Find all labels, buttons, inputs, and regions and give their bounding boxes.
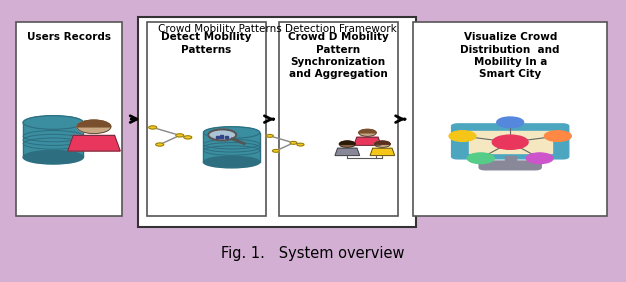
Wedge shape (339, 141, 355, 144)
FancyBboxPatch shape (451, 124, 569, 159)
Circle shape (272, 149, 279, 152)
Ellipse shape (203, 127, 260, 138)
Circle shape (156, 143, 164, 146)
Circle shape (297, 143, 304, 146)
Circle shape (492, 135, 528, 149)
Circle shape (359, 129, 376, 136)
Bar (225, 136, 228, 138)
Text: Visualize Crowd
Distribution  and
Mobility In a
Smart City: Visualize Crowd Distribution and Mobilit… (461, 32, 560, 80)
Bar (203, 133, 260, 162)
Circle shape (176, 134, 184, 137)
Wedge shape (374, 141, 390, 144)
Circle shape (339, 141, 355, 147)
FancyBboxPatch shape (16, 22, 122, 216)
Circle shape (208, 129, 236, 140)
Bar (23, 122, 83, 157)
Circle shape (290, 142, 297, 144)
Circle shape (266, 135, 274, 137)
Circle shape (526, 153, 553, 164)
Bar (216, 136, 218, 138)
Ellipse shape (23, 116, 83, 129)
Circle shape (545, 131, 572, 141)
FancyBboxPatch shape (279, 22, 398, 216)
Text: Crowd Mobility Patterns Detection Framework: Crowd Mobility Patterns Detection Framew… (158, 24, 396, 34)
FancyBboxPatch shape (413, 22, 607, 216)
Polygon shape (354, 137, 381, 145)
Text: Fig. 1.   System overview: Fig. 1. System overview (221, 246, 405, 261)
FancyBboxPatch shape (138, 17, 416, 227)
Ellipse shape (23, 150, 83, 164)
Wedge shape (77, 120, 111, 127)
Text: Crowd D Mobility
Pattern
Synchronization
and Aggregation: Crowd D Mobility Pattern Synchronization… (288, 32, 388, 80)
Circle shape (77, 120, 111, 134)
FancyBboxPatch shape (479, 161, 541, 170)
Polygon shape (335, 148, 359, 155)
Bar (505, 156, 516, 164)
Ellipse shape (203, 156, 260, 168)
FancyBboxPatch shape (147, 22, 266, 216)
Circle shape (497, 117, 523, 128)
Polygon shape (370, 148, 394, 155)
Polygon shape (68, 135, 120, 151)
FancyBboxPatch shape (469, 131, 552, 153)
Bar (220, 135, 223, 138)
Circle shape (149, 126, 156, 129)
Wedge shape (359, 129, 376, 133)
Text: Detect Mobility
Patterns: Detect Mobility Patterns (162, 32, 252, 55)
Text: Users Records: Users Records (27, 32, 111, 42)
Circle shape (449, 131, 476, 141)
Circle shape (184, 136, 192, 139)
Circle shape (374, 141, 390, 147)
Circle shape (467, 153, 494, 164)
